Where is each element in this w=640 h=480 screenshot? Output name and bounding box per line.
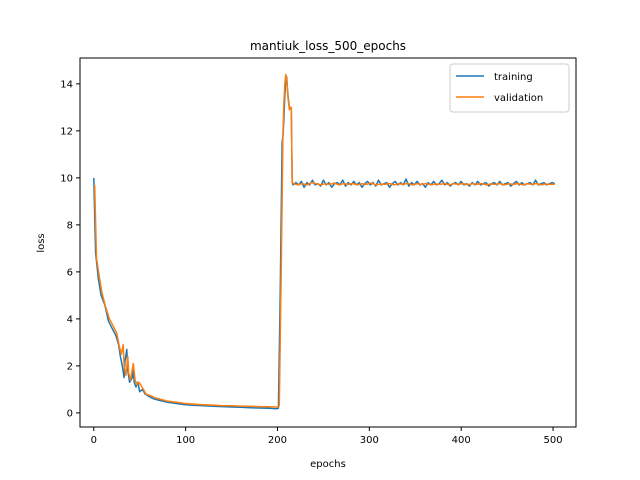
x-tick-label: 300 <box>360 435 379 446</box>
series-line-training <box>93 76 556 410</box>
y-tick-label: 6 <box>67 267 73 278</box>
y-tick-label: 10 <box>60 173 73 184</box>
x-tick-label: 0 <box>91 435 97 446</box>
x-tick-label: 100 <box>176 435 195 446</box>
legend: training validation <box>449 63 570 113</box>
chart-title: mantiuk_loss_500_epochs <box>250 39 406 53</box>
x-tick-label: 200 <box>268 435 287 446</box>
y-tick-label: 8 <box>67 220 73 231</box>
y-tick-label: 4 <box>67 314 73 325</box>
y-axis-label: loss <box>36 233 47 252</box>
x-axis-ticks: 0 100 200 300 400 500 <box>91 427 563 446</box>
x-tick-label: 400 <box>452 435 471 446</box>
y-tick-label: 12 <box>60 126 73 137</box>
y-tick-label: 14 <box>60 79 73 90</box>
plot-area <box>93 73 556 410</box>
y-axis-ticks: 0 2 4 6 8 10 12 14 <box>60 79 80 419</box>
series-line-validation <box>93 73 555 408</box>
y-tick-label: 0 <box>67 408 73 419</box>
legend-label-training: training <box>494 72 533 83</box>
legend-label-validation: validation <box>494 93 543 104</box>
plot-frame <box>79 57 577 428</box>
y-tick-label: 2 <box>67 361 73 372</box>
x-tick-label: 500 <box>543 435 562 446</box>
x-axis-label: epochs <box>310 459 346 470</box>
